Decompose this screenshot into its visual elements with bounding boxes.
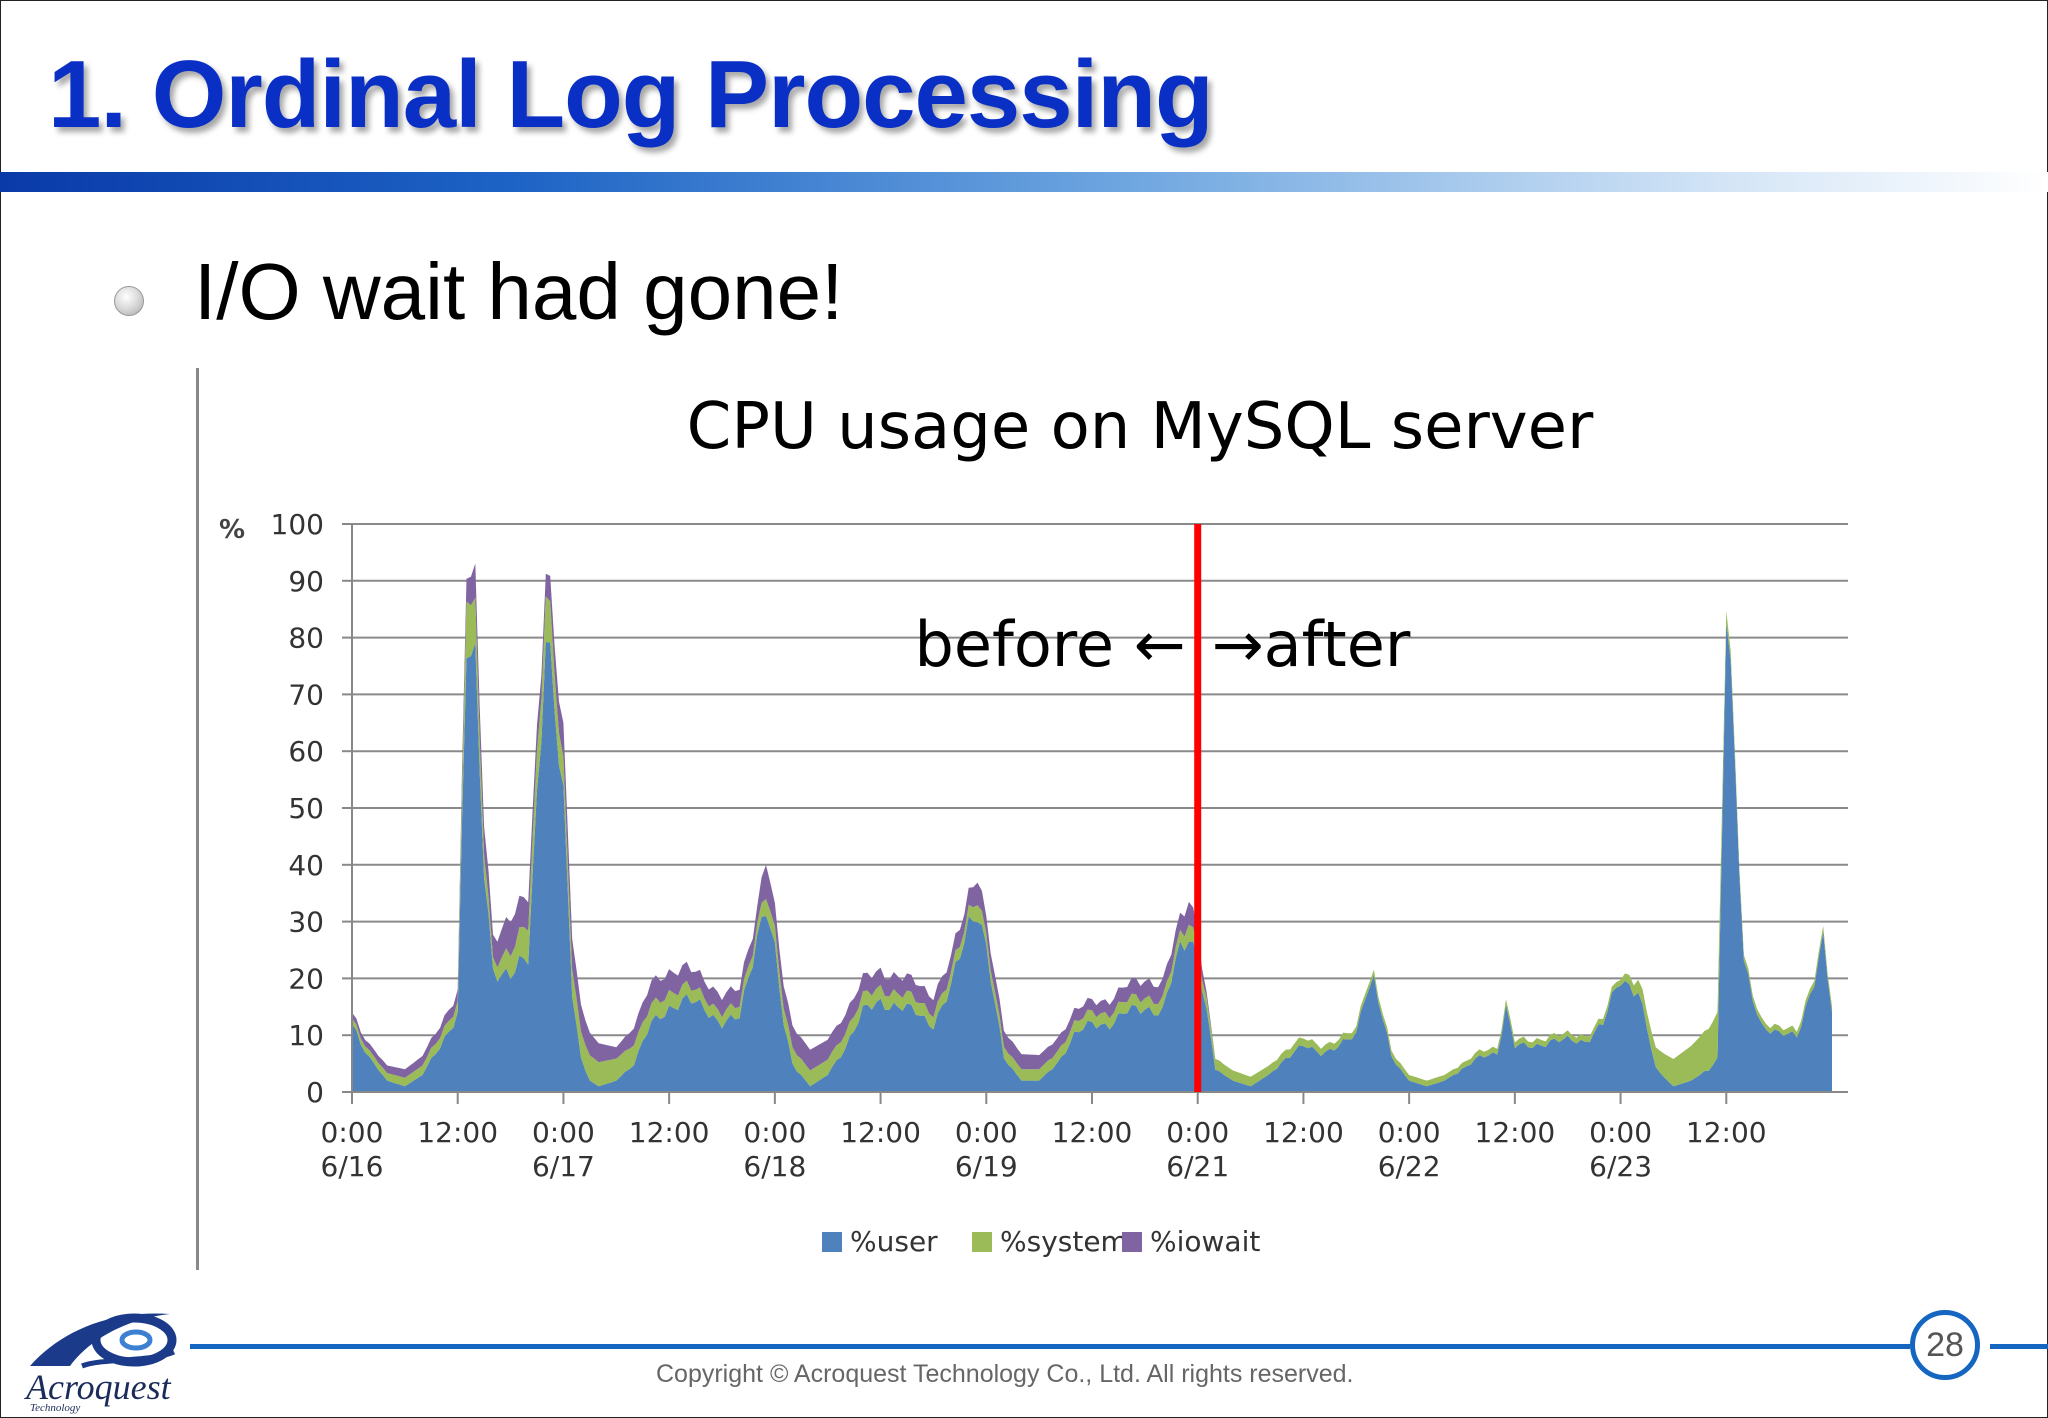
- bullet-text: I/O wait had gone!: [194, 247, 844, 336]
- chart-areas: [352, 563, 1832, 1092]
- page-number-badge: [1910, 1310, 1980, 1380]
- x-tick-time-label: 0:00: [532, 1116, 595, 1149]
- legend-label: %user: [850, 1225, 938, 1258]
- y-tick-label: 100: [271, 508, 324, 541]
- footer-line: [190, 1344, 1910, 1349]
- footer-line-right: [1990, 1344, 2048, 1349]
- y-tick-label: 80: [288, 622, 324, 655]
- content-divider: [196, 368, 199, 1270]
- y-tick-label: 30: [288, 906, 324, 939]
- x-tick-date-label: 6/21: [1166, 1150, 1229, 1183]
- x-tick-time-label: 12:00: [1263, 1116, 1344, 1149]
- y-tick-label: 90: [288, 565, 324, 598]
- before-annotation: before ←: [915, 608, 1186, 681]
- x-tick-time-label: 12:00: [629, 1116, 710, 1149]
- y-axis-ticks: 0 10 20 30 40 50 60 70 80 90 100: [271, 508, 324, 1109]
- x-tick-date-label: 6/16: [321, 1150, 384, 1183]
- y-tick-label: 60: [288, 735, 324, 768]
- chart-gridlines: [342, 523, 1848, 1093]
- x-tick-time-label: 12:00: [1475, 1116, 1556, 1149]
- legend-swatch: [972, 1232, 992, 1252]
- x-tick-time-label: 12:00: [1052, 1116, 1133, 1149]
- bullet-icon: [114, 286, 144, 316]
- x-tick-time-label: 12:00: [840, 1116, 921, 1149]
- legend-label: %system: [1000, 1225, 1128, 1258]
- y-axis-unit: %: [219, 515, 245, 545]
- legend-swatch: [822, 1232, 842, 1252]
- x-tick-date-label: 6/19: [955, 1150, 1018, 1183]
- y-tick-label: 0: [306, 1076, 324, 1109]
- chart-title: CPU usage on MySQL server: [687, 390, 1594, 464]
- x-tick-time-label: 0:00: [743, 1116, 806, 1149]
- x-tick-date-label: 6/17: [532, 1150, 595, 1183]
- x-tick-time-label: 12:00: [417, 1116, 498, 1149]
- cpu-usage-chart: CPU usage on MySQL server 0 10 20 30 40 50 60 7…: [219, 390, 1848, 1258]
- x-tick-time-label: 0:00: [955, 1116, 1018, 1149]
- y-tick-label: 70: [288, 678, 324, 711]
- logo-text: Acroquest: [26, 1367, 171, 1407]
- chart-legend: %user %system %iowait: [822, 1225, 1260, 1258]
- area-series-user: [352, 622, 1832, 1092]
- y-tick-label: 50: [288, 792, 324, 825]
- x-tick-time-label: 12:00: [1686, 1116, 1767, 1149]
- logo-subtitle: Technology: [30, 1402, 81, 1414]
- x-tick-date-label: 6/23: [1589, 1150, 1652, 1183]
- slide-title: 1. Ordinal Log Processing: [48, 41, 1214, 148]
- page-number: 28: [1926, 1326, 1964, 1364]
- x-tick-time-label: 0:00: [1378, 1116, 1441, 1149]
- y-tick-label: 10: [288, 1019, 324, 1052]
- x-tick-date-label: 6/18: [743, 1150, 806, 1183]
- copyright-text: Copyright © Acroquest Technology Co., Lt…: [656, 1360, 1354, 1388]
- x-tick-time-label: 0:00: [321, 1116, 384, 1149]
- legend-swatch: [1122, 1232, 1142, 1252]
- x-tick-date-label: 6/22: [1378, 1150, 1441, 1183]
- x-tick-time-label: 0:00: [1589, 1116, 1652, 1149]
- acroquest-logo-icon: [30, 1313, 177, 1369]
- title-underline-bar: [0, 172, 2048, 192]
- y-tick-label: 20: [288, 962, 324, 995]
- y-tick-label: 40: [288, 849, 324, 882]
- legend-label: %iowait: [1150, 1225, 1260, 1258]
- x-tick-time-label: 0:00: [1166, 1116, 1229, 1149]
- after-annotation: →after: [1212, 608, 1411, 681]
